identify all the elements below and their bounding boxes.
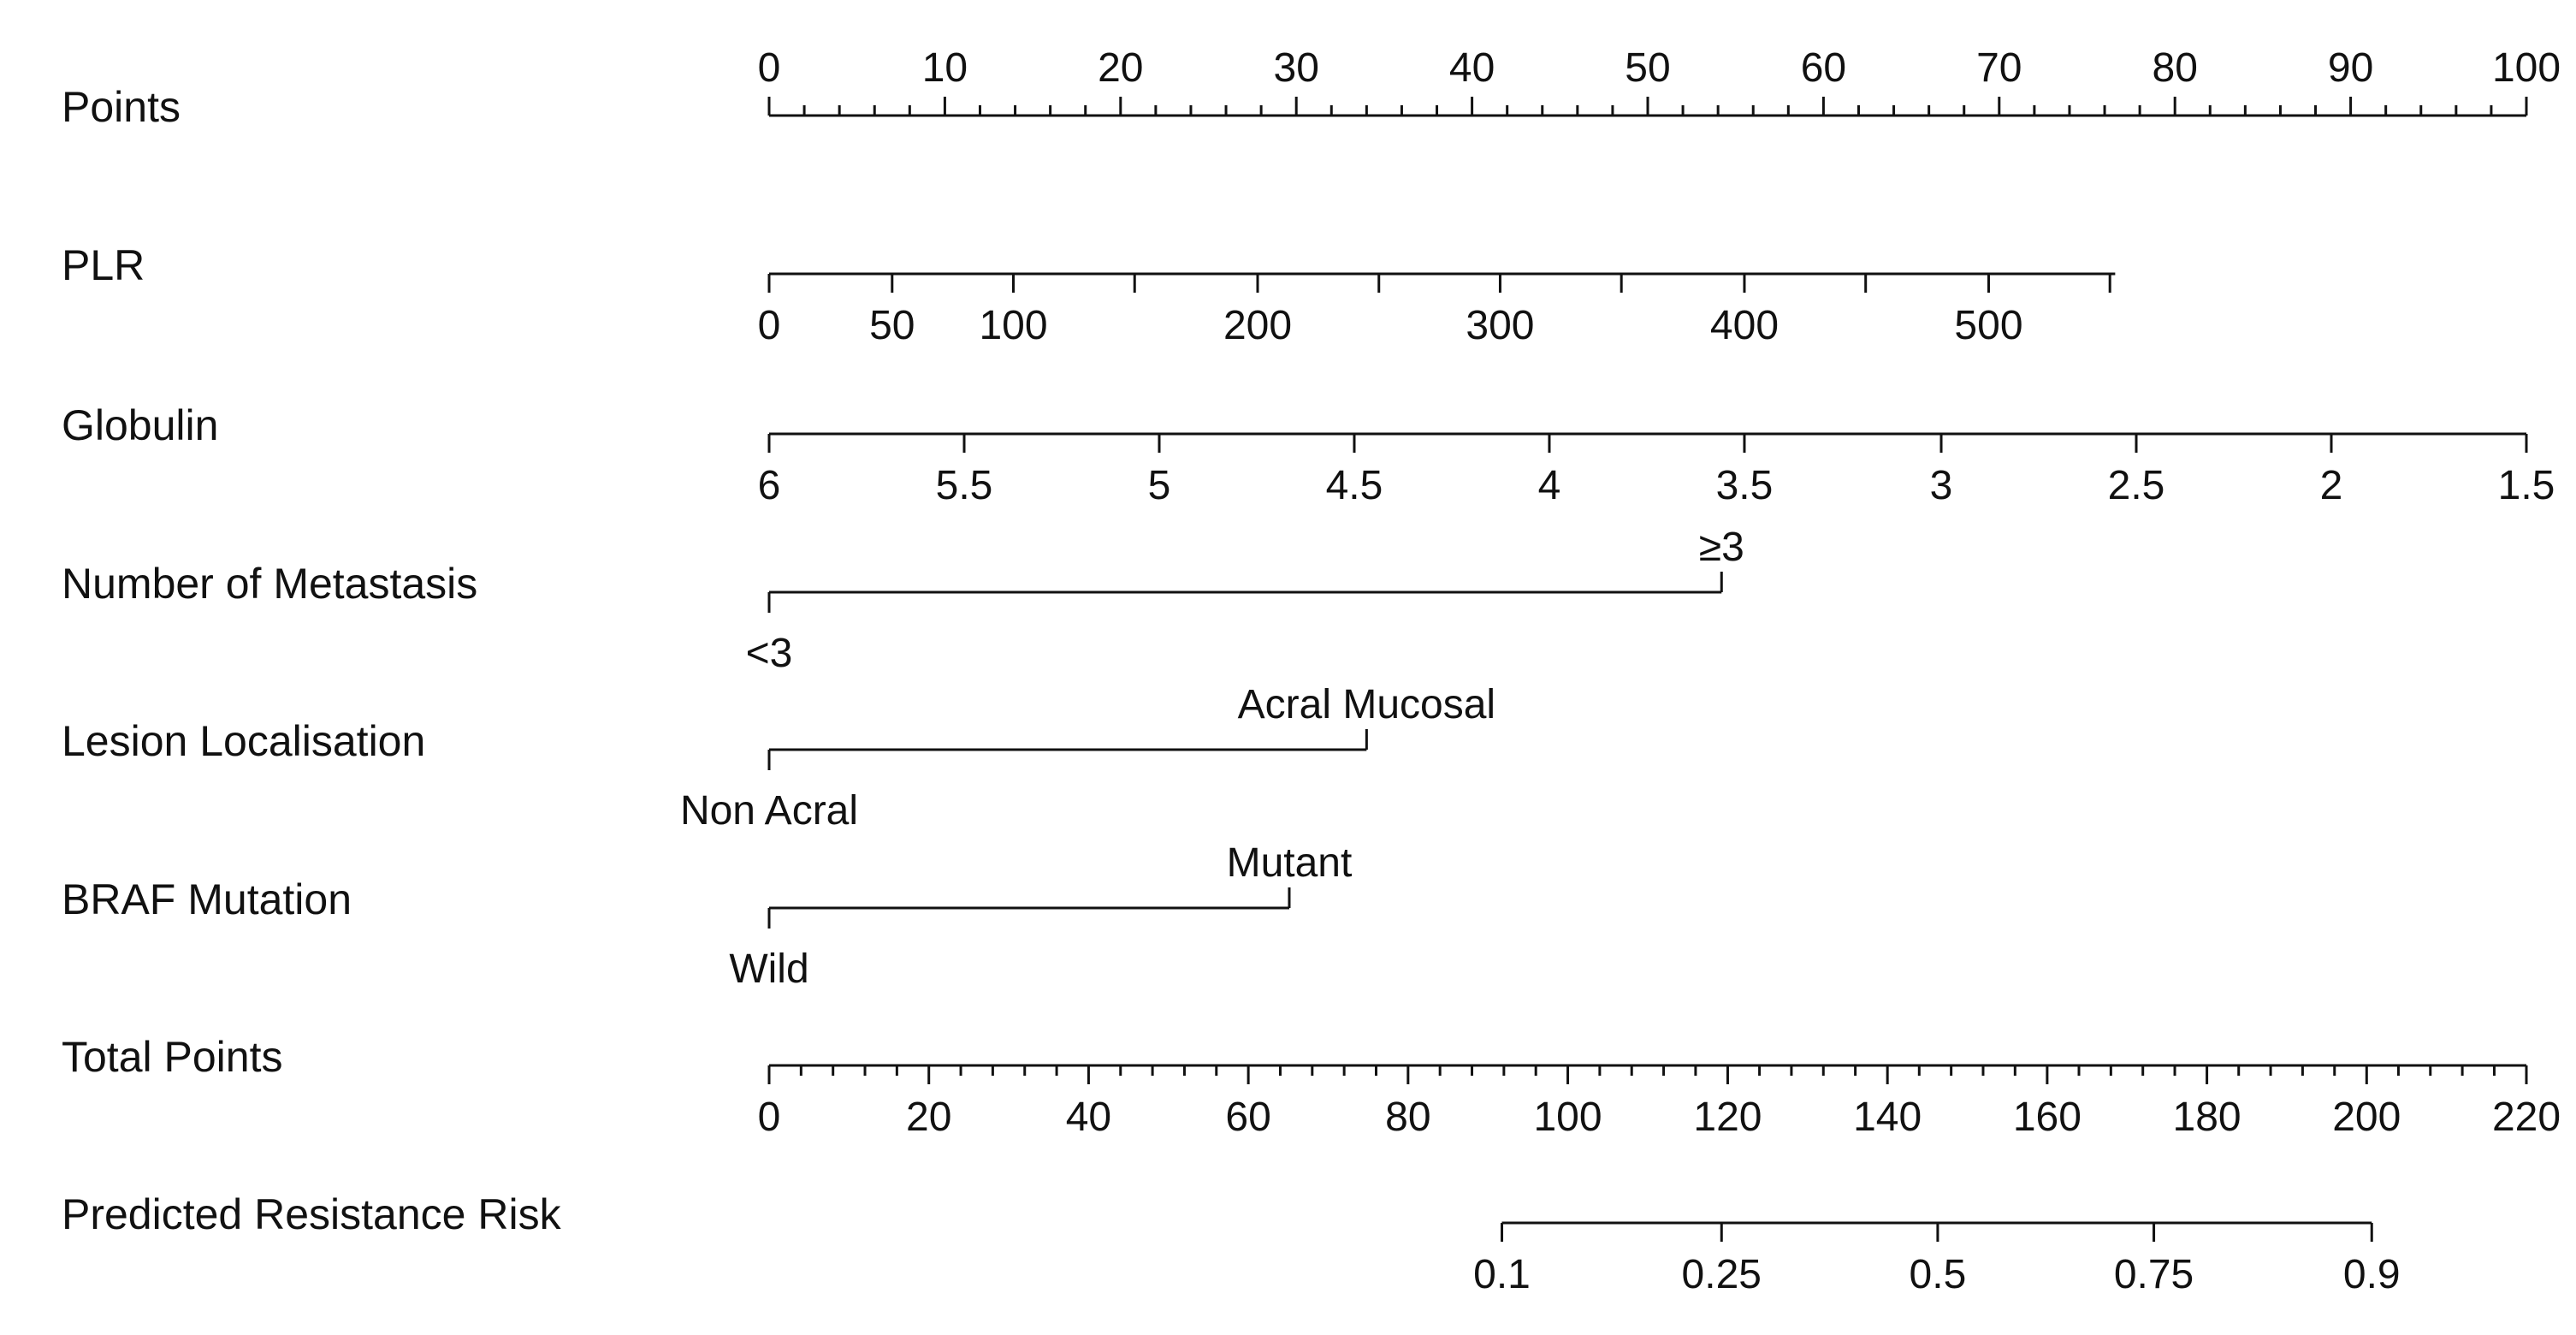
tick-label-total: 120 [1693,1095,1762,1140]
row-label-braf: BRAF Mutation [62,875,352,923]
tick-label-points: 0 [758,45,781,91]
tick-label-total: 80 [1385,1095,1430,1140]
tick-label-points: 60 [1801,45,1846,91]
tick-label-total: 20 [906,1095,951,1140]
tick-label-globulin: 5 [1148,463,1171,508]
tick-label-plr: 300 [1466,303,1534,348]
tick-label-globulin: 2 [2320,463,2343,508]
tick-label-risk: 0.75 [2114,1252,2194,1297]
row-risk: 0.1 0.25 0.5 0.75 0.9 [1473,1221,2401,1297]
tick-label-globulin: 2.5 [2108,463,2165,508]
row-label-risk: Predicted Resistance Risk [62,1190,562,1238]
tick-label-total: 160 [2013,1095,2082,1140]
tick-label-points: 10 [922,45,968,91]
tick-label-points: 20 [1098,45,1143,91]
tick-label-points: 100 [2492,45,2561,91]
tick-label-plr: 100 [979,303,1047,348]
row-label-metastasis: Number of Metastasis [62,560,477,608]
tick-label-plr: 0 [758,303,781,348]
level-label-metastasis: <3 [746,631,793,676]
tick-label-globulin: 3.5 [1716,463,1774,508]
row-label-plr: PLR [62,241,145,289]
row-braf: Wild Mutant [729,840,1352,992]
tick-label-total: 180 [2173,1095,2241,1140]
row-lesion: Non Acral Acral Mucosal [680,682,1495,834]
tick-label-globulin: 6 [758,463,781,508]
tick-label-points: 30 [1274,45,1319,91]
tick-label-total: 60 [1225,1095,1270,1140]
tick-label-points: 50 [1625,45,1670,91]
level-label-lesion: Non Acral [680,788,858,834]
tick-label-globulin: 3 [1930,463,1953,508]
row-globulin: 6 5.5 5 4.5 4 3.5 3 2.5 2 1.5 [758,432,2555,508]
tick-label-globulin: 5.5 [936,463,993,508]
tick-label-total: 220 [2492,1095,2561,1140]
tick-label-globulin: 4.5 [1326,463,1383,508]
level-label-braf: Wild [729,946,808,992]
row-label-globulin: Globulin [62,401,218,449]
tick-label-risk: 0.5 [1910,1252,1967,1297]
tick-label-risk: 0.25 [1682,1252,1762,1297]
tick-label-plr: 200 [1223,303,1292,348]
tick-label-plr: 400 [1710,303,1779,348]
tick-label-points: 70 [1976,45,2022,91]
tick-label-points: 40 [1449,45,1495,91]
tick-label-points: 80 [2153,45,2198,91]
row-points: 0 10 20 30 40 50 60 70 80 90 100 [758,45,2561,117]
tick-label-risk: 0.1 [1473,1252,1531,1297]
tick-label-plr: 500 [1954,303,2022,348]
tick-label-globulin: 4 [1538,463,1561,508]
tick-label-total: 140 [1853,1095,1922,1140]
tick-label-points: 90 [2328,45,2373,91]
level-label-braf: Mutant [1227,840,1353,886]
row-total: 0 20 40 60 80 100 120 140 160 180 200 220 [758,1064,2561,1140]
tick-label-total: 40 [1066,1095,1111,1140]
row-metastasis: <3 ≥3 [746,525,1744,676]
row-labels: Points PLR Globulin Number of Metastasis Les… [62,83,562,1238]
level-label-lesion: Acral Mucosal [1238,682,1495,727]
tick-label-total: 200 [2332,1095,2401,1140]
tick-label-plr: 50 [869,303,915,348]
row-label-lesion: Lesion Localisation [62,717,425,765]
row-plr: 0 50 100 200 300 400 500 [758,272,2116,348]
tick-label-total: 100 [1533,1095,1602,1140]
row-label-total: Total Points [62,1033,282,1081]
tick-label-total: 0 [758,1095,781,1140]
tick-label-globulin: 1.5 [2498,463,2555,508]
row-label-points: Points [62,83,181,131]
level-label-metastasis: ≥3 [1699,525,1744,570]
tick-label-risk: 0.9 [2343,1252,2401,1297]
